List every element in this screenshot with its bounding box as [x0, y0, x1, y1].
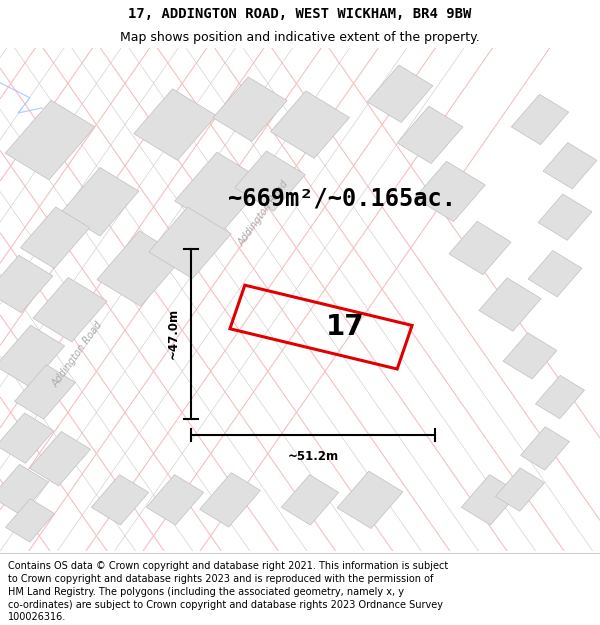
Text: Contains OS data © Crown copyright and database right 2021. This information is : Contains OS data © Crown copyright and d…: [8, 561, 448, 571]
Text: 17, ADDINGTON ROAD, WEST WICKHAM, BR4 9BW: 17, ADDINGTON ROAD, WEST WICKHAM, BR4 9B…: [128, 8, 472, 21]
Polygon shape: [29, 431, 91, 486]
Polygon shape: [449, 221, 511, 274]
Polygon shape: [91, 474, 149, 525]
Text: Addington Road: Addington Road: [51, 320, 105, 389]
Polygon shape: [146, 474, 203, 525]
Polygon shape: [479, 278, 541, 331]
Text: to Crown copyright and database rights 2023 and is reproduced with the permissio: to Crown copyright and database rights 2…: [8, 574, 433, 584]
Text: HM Land Registry. The polygons (including the associated geometry, namely x, y: HM Land Registry. The polygons (includin…: [8, 587, 404, 597]
Text: ~669m²/~0.165ac.: ~669m²/~0.165ac.: [228, 187, 456, 211]
Polygon shape: [5, 100, 95, 180]
Polygon shape: [0, 325, 65, 387]
Polygon shape: [461, 474, 518, 525]
Text: 17: 17: [326, 313, 364, 341]
Polygon shape: [20, 207, 89, 268]
Polygon shape: [397, 106, 463, 164]
Polygon shape: [0, 255, 53, 312]
Polygon shape: [14, 364, 76, 419]
Polygon shape: [511, 94, 569, 144]
Polygon shape: [33, 278, 107, 342]
Polygon shape: [496, 468, 544, 511]
Polygon shape: [200, 472, 260, 527]
Polygon shape: [536, 376, 584, 419]
Polygon shape: [0, 464, 49, 515]
Polygon shape: [271, 91, 349, 158]
Polygon shape: [538, 194, 592, 240]
Polygon shape: [521, 427, 569, 470]
Polygon shape: [367, 65, 433, 122]
Polygon shape: [175, 152, 265, 231]
Text: Map shows position and indicative extent of the property.: Map shows position and indicative extent…: [120, 31, 480, 44]
Text: Addington Road: Addington Road: [237, 179, 291, 248]
Polygon shape: [235, 151, 305, 211]
Polygon shape: [503, 332, 557, 379]
Polygon shape: [61, 168, 139, 236]
Polygon shape: [415, 161, 485, 222]
Polygon shape: [337, 471, 403, 529]
Polygon shape: [5, 499, 55, 542]
Text: ~47.0m: ~47.0m: [167, 308, 180, 359]
Text: ~51.2m: ~51.2m: [287, 451, 338, 464]
Polygon shape: [149, 207, 231, 279]
Polygon shape: [213, 77, 287, 141]
Polygon shape: [281, 474, 338, 525]
Polygon shape: [134, 89, 216, 161]
Text: co-ordinates) are subject to Crown copyright and database rights 2023 Ordnance S: co-ordinates) are subject to Crown copyr…: [8, 599, 443, 609]
Polygon shape: [97, 231, 183, 306]
Polygon shape: [0, 413, 53, 463]
Polygon shape: [543, 142, 597, 189]
Text: 100026316.: 100026316.: [8, 612, 66, 622]
Polygon shape: [528, 251, 582, 297]
